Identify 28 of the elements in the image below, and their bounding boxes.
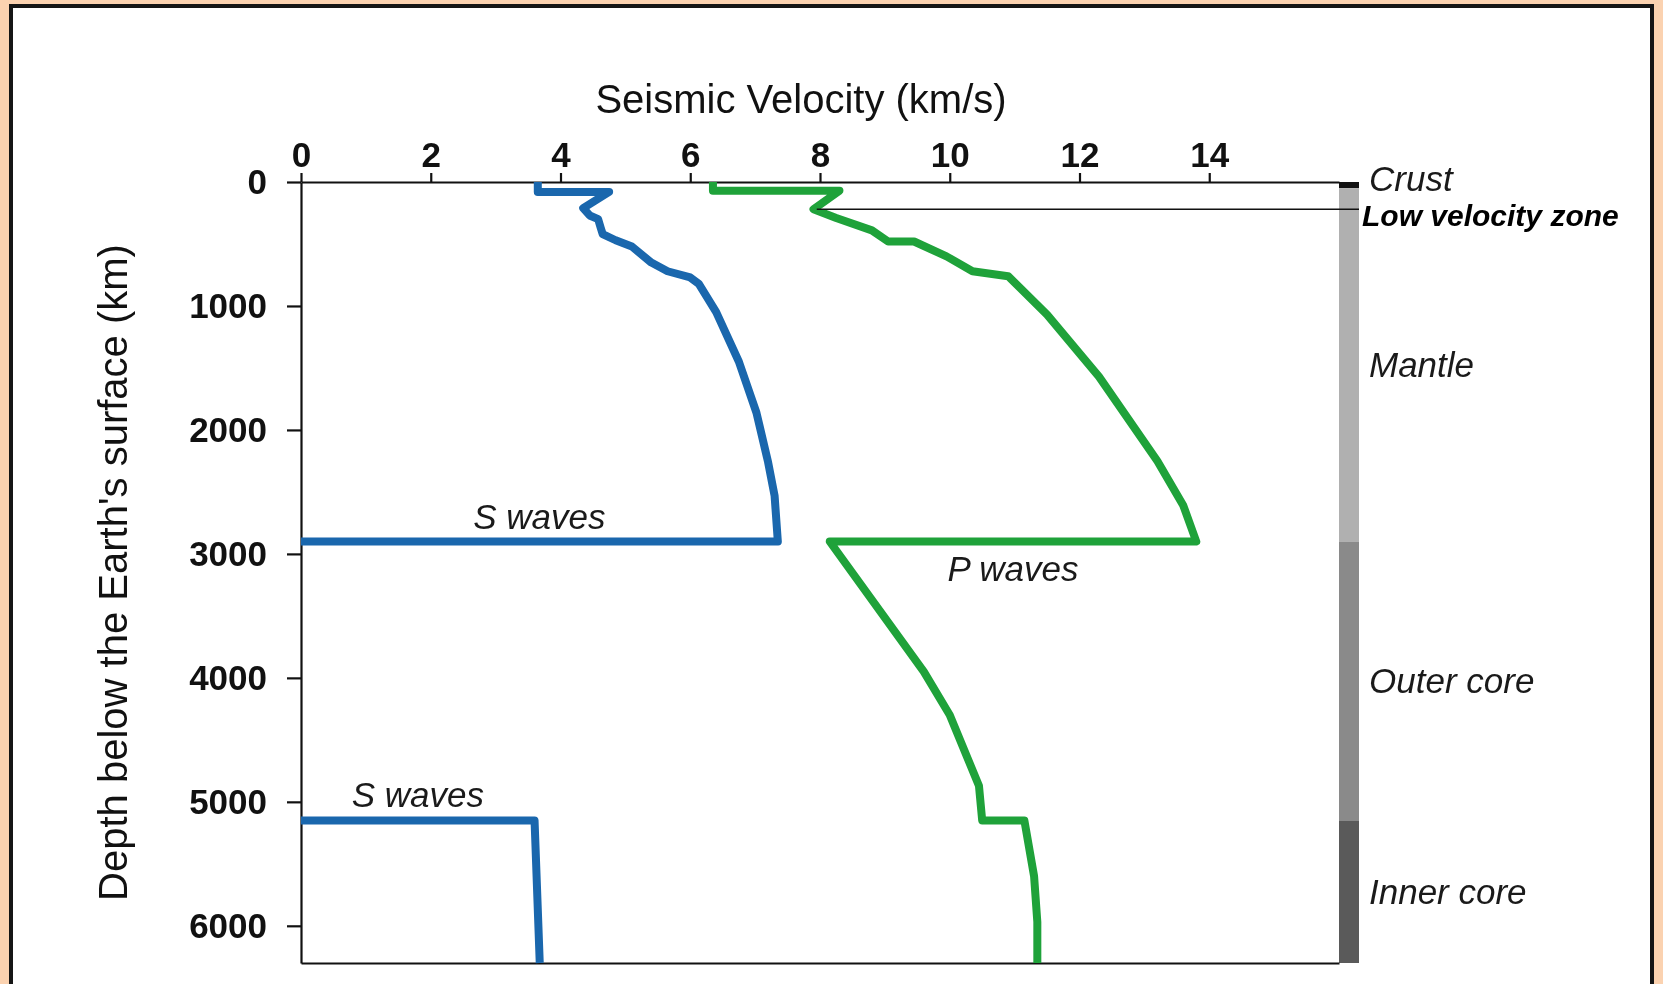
y-tick-label: 3000 [189, 533, 267, 573]
series-label: P waves [947, 549, 1079, 589]
x-axis-title: Seismic Velocity (km/s) [595, 77, 1007, 121]
y-axis-title: Depth below the Earth's surface (km) [91, 244, 135, 901]
y-tick-label: 0 [247, 161, 267, 201]
series-label: S waves [473, 496, 606, 536]
x-tick-label: 6 [681, 135, 701, 174]
x-tick-label: 2 [421, 135, 441, 174]
bar [1339, 188, 1359, 542]
series-label: Inner core [1369, 872, 1527, 912]
series-label: Outer core [1369, 661, 1535, 701]
x-tick-label: 4 [551, 135, 572, 174]
y-tick-label: 1000 [189, 285, 267, 325]
bar [1339, 820, 1359, 963]
y-tick-label: 4000 [189, 657, 267, 697]
x-tick-label: 14 [1190, 135, 1230, 174]
y-tick-label: 5000 [189, 781, 267, 821]
x-tick-label: 12 [1060, 135, 1100, 174]
series-label: Crust [1369, 158, 1454, 198]
y-tick-label: 6000 [189, 905, 267, 945]
y-tick-label: 2000 [189, 409, 267, 449]
series-label: Mantle [1369, 345, 1475, 385]
bar [1339, 541, 1359, 821]
text: S waves [351, 775, 484, 815]
x-tick-label: 10 [930, 135, 970, 174]
x-tick-label: 8 [810, 135, 831, 174]
x-tick-label: 0 [291, 135, 312, 174]
annotation: Low velocity zone [1362, 198, 1619, 232]
